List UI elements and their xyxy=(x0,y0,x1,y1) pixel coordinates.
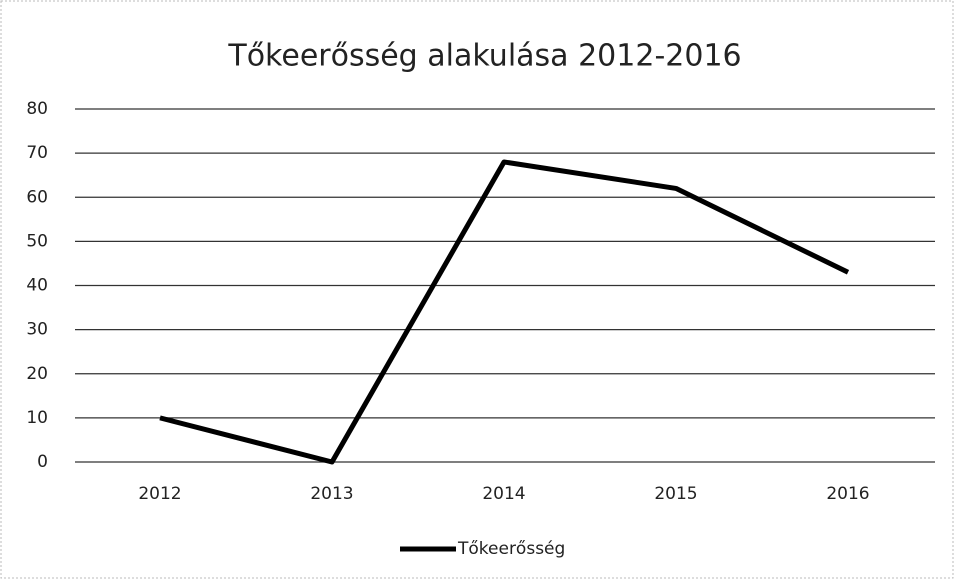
y-tick-label: 80 xyxy=(26,99,48,119)
x-tick-label: 2012 xyxy=(138,484,181,504)
x-tick-label: 2014 xyxy=(482,484,525,504)
legend-label: Tőkeerősség xyxy=(457,539,565,559)
y-tick-label: 20 xyxy=(26,364,48,384)
y-tick-label: 60 xyxy=(26,187,48,207)
x-tick-label: 2015 xyxy=(654,484,697,504)
chart-title: Tőkeerősség alakulása 2012-2016 xyxy=(227,39,741,74)
y-tick-label: 40 xyxy=(26,276,48,296)
x-tick-label: 2013 xyxy=(310,484,353,504)
y-tick-label: 10 xyxy=(26,408,48,428)
y-tick-label: 0 xyxy=(37,452,48,472)
line-series xyxy=(159,159,850,465)
x-tick-label: 2016 xyxy=(826,484,869,504)
y-tick-label: 70 xyxy=(26,143,48,163)
y-tick-label: 50 xyxy=(26,231,48,251)
y-tick-label: 30 xyxy=(26,320,48,340)
